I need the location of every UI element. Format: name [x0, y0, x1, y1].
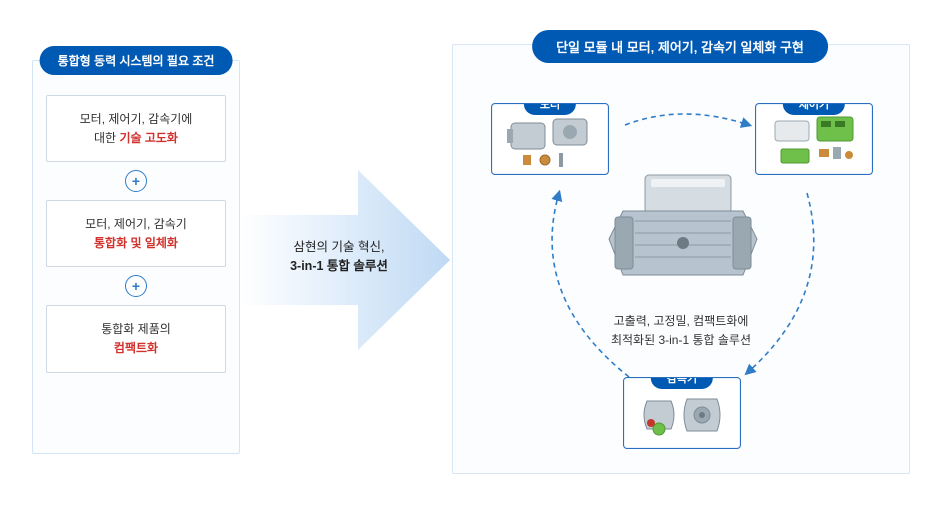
arrow-caption: 삼현의 기술 혁신, 3-in-1 통합 솔루션 [258, 238, 420, 276]
card-motor-label: 모터 [524, 103, 576, 115]
requirement-3-line1: 통합화 제품의 [55, 320, 217, 339]
card-reducer: 감속기 [623, 377, 741, 449]
requirement-3-line2: 컴팩트화 [55, 339, 217, 358]
requirement-2-line2: 통합화 및 일체화 [55, 234, 217, 253]
requirement-1-line2: 대한 기술 고도화 [55, 129, 217, 148]
card-motor: 모터 [491, 103, 609, 175]
requirement-1-line1: 모터, 제어기, 감속기에 [55, 110, 217, 129]
plus-icon: + [125, 275, 147, 297]
requirement-box-1: 모터, 제어기, 감속기에 대한 기술 고도화 [46, 95, 226, 162]
center-caption-line1: 고출력, 고정밀, 컴팩트화에 [453, 312, 909, 331]
integrated-device-icon [593, 161, 773, 291]
arrow-caption-line1: 삼현의 기술 혁신, [258, 238, 420, 257]
card-controller: 제어기 [755, 103, 873, 175]
requirement-box-2: 모터, 제어기, 감속기 통합화 및 일체화 [46, 200, 226, 267]
right-panel: 고출력, 고정밀, 컴팩트화에 최적화된 3-in-1 통합 솔루션 모터 제어… [452, 44, 910, 474]
center-caption-line2: 최적화된 3-in-1 통합 솔루션 [453, 331, 909, 350]
plus-icon: + [125, 170, 147, 192]
right-title-pill: 단일 모듈 내 모터, 제어기, 감속기 일체화 구현 [532, 30, 828, 63]
card-reducer-label: 감속기 [651, 377, 713, 389]
left-body: 모터, 제어기, 감속기에 대한 기술 고도화 + 모터, 제어기, 감속기 통… [32, 60, 240, 454]
requirement-box-3: 통합화 제품의 컴팩트화 [46, 305, 226, 372]
arrow-caption-line2: 3-in-1 통합 솔루션 [258, 257, 420, 276]
card-controller-label: 제어기 [783, 103, 845, 115]
left-title-pill: 통합형 동력 시스템의 필요 조건 [40, 46, 233, 75]
requirement-2-line1: 모터, 제어기, 감속기 [55, 215, 217, 234]
center-caption: 고출력, 고정밀, 컴팩트화에 최적화된 3-in-1 통합 솔루션 [453, 312, 909, 350]
